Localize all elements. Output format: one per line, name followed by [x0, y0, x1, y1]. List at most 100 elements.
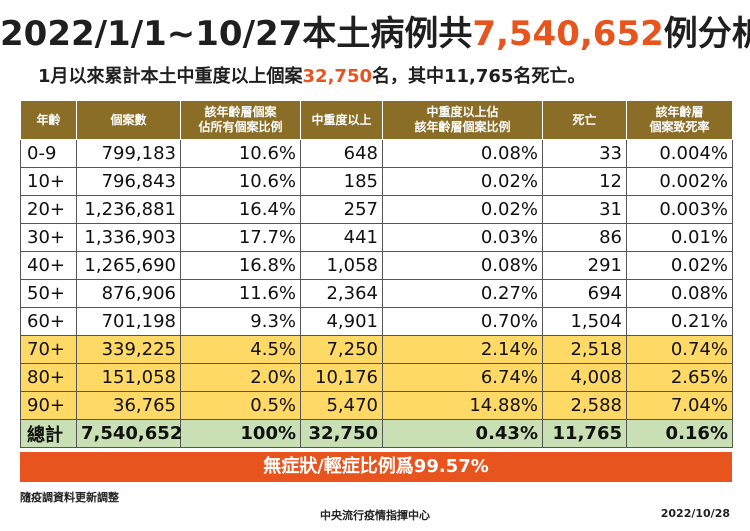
table-cell: 0.002%: [626, 167, 733, 196]
table-cell: 1,504: [542, 307, 627, 336]
table-cell: 185: [300, 167, 383, 196]
table-cell: 648: [300, 139, 383, 168]
org-name: 中央流行疫情指揮中心: [320, 509, 430, 522]
age-group-cell: 50+: [20, 279, 77, 308]
table-cell: 876,906: [76, 279, 181, 308]
table-cell: 16.4%: [180, 195, 301, 224]
column-header: 中重度以上: [300, 100, 383, 140]
table-cell: 0.16%: [626, 419, 733, 448]
total-row: 總計 7,540,652 100% 32,750 0.43% 11,765 0.16%: [20, 419, 733, 448]
table-cell: 100%: [180, 419, 301, 448]
table-cell: 0.02%: [626, 251, 733, 280]
table-row: 60+ 701,198 9.3% 4,901 0.70% 1,504 0.21%: [20, 307, 733, 336]
table-cell: 2,518: [542, 335, 627, 364]
table-cell: 0.01%: [626, 223, 733, 252]
table-cell: 1,236,881: [76, 195, 181, 224]
table-cell: 0.02%: [382, 167, 543, 196]
table-row: 20+ 1,236,881 16.4% 257 0.02% 31 0.003%: [20, 195, 733, 224]
page-title: 2022/1/1~10/27本土病例共7,540,652例分析: [0, 12, 750, 56]
table-cell: 17.7%: [180, 223, 301, 252]
table-cell: 7,250: [300, 335, 383, 364]
table-cell: 9.3%: [180, 307, 301, 336]
table-cell: 0.08%: [626, 279, 733, 308]
table-cell: 32,750: [300, 419, 383, 448]
table-cell: 0.74%: [626, 335, 733, 364]
table-cell: 2.0%: [180, 363, 301, 392]
table-cell: 291: [542, 251, 627, 280]
table-cell: 10,176: [300, 363, 383, 392]
table-cell: 0.004%: [626, 139, 733, 168]
table-cell: 11,765: [542, 419, 627, 448]
table-cell: 36,765: [76, 391, 181, 420]
table-cell: 1,336,903: [76, 223, 181, 252]
table-cell: 11.6%: [180, 279, 301, 308]
publish-date: 2022/10/28: [660, 507, 730, 520]
table-cell: 0.70%: [382, 307, 543, 336]
table-cell: 796,843: [76, 167, 181, 196]
table-body: 0-9 799,183 10.6% 648 0.08% 33 0.004% 10+ 796,84…: [20, 139, 733, 448]
table-cell: 2.14%: [382, 335, 543, 364]
column-header: 年齡: [20, 100, 77, 140]
table-cell: 14.88%: [382, 391, 543, 420]
column-header: 該年齡層個案 佔所有個案比例: [180, 100, 301, 140]
table-cell: 12: [542, 167, 627, 196]
table-cell: 1,265,690: [76, 251, 181, 280]
table-row: 70+ 339,225 4.5% 7,250 2.14% 2,518 0.74%: [20, 335, 733, 364]
age-group-cell: 80+: [20, 363, 77, 392]
table-cell: 0.03%: [382, 223, 543, 252]
age-group-cell: 0-9: [20, 139, 77, 168]
table-cell: 2,588: [542, 391, 627, 420]
table-cell: 701,198: [76, 307, 181, 336]
table-cell: 7,540,652: [76, 419, 182, 448]
age-group-cell: 30+: [20, 223, 77, 252]
table-cell: 694: [542, 279, 627, 308]
table-cell: 151,058: [76, 363, 181, 392]
title-highlight: 7,540,652: [472, 14, 664, 54]
table-row: 50+ 876,906 11.6% 2,364 0.27% 694 0.08%: [20, 279, 733, 308]
asymptomatic-banner: 無症狀/輕症比例爲99.57%: [20, 452, 732, 482]
table-row: 80+ 151,058 2.0% 10,176 6.74% 4,008 2.65%: [20, 363, 733, 392]
table-row: 10+ 796,843 10.6% 185 0.02% 12 0.002%: [20, 167, 733, 196]
age-case-table: 年齡 個案數 該年齡層個案 佔所有個案比例 中重度以上 中重度以上佔 該年齡層個案比例 死亡該…: [20, 100, 733, 448]
subtitle-suffix: 名，其中11,765名死亡。: [372, 66, 586, 87]
subtitle-prefix: 1月以來累計本土中重度以上個案: [38, 66, 303, 87]
table-cell: 2.65%: [626, 363, 733, 392]
table-cell: 0.27%: [382, 279, 543, 308]
table-cell: 4,008: [542, 363, 627, 392]
footnote: 隨疫調資料更新調整: [20, 491, 119, 504]
column-header: 該年齡層 個案致死率: [626, 100, 733, 140]
table-cell: 10.6%: [180, 139, 301, 168]
column-header: 中重度以上佔 該年齡層個案比例: [382, 100, 543, 140]
table-cell: 0.02%: [382, 195, 543, 224]
table-header: 年齡 個案數 該年齡層個案 佔所有個案比例 中重度以上 中重度以上佔 該年齡層個案比例 死亡該…: [20, 100, 733, 140]
table-cell: 33: [542, 139, 627, 168]
table-cell: 799,183: [76, 139, 181, 168]
table-cell: 5,470: [300, 391, 383, 420]
table-cell: 0.5%: [180, 391, 301, 420]
table-cell: 1,058: [300, 251, 383, 280]
age-group-cell: 70+: [20, 335, 77, 364]
title-prefix: 2022/1/1~10/27本土病例共: [0, 14, 473, 54]
table-cell: 86: [542, 223, 627, 252]
table-cell: 0.08%: [382, 139, 543, 168]
table-cell: 441: [300, 223, 383, 252]
table-row: 0-9 799,183 10.6% 648 0.08% 33 0.004%: [20, 139, 733, 168]
table-cell: 10.6%: [180, 167, 301, 196]
age-group-cell: 20+: [20, 195, 77, 224]
table-cell: 257: [300, 195, 383, 224]
table-cell: 16.8%: [180, 251, 301, 280]
age-group-cell: 10+: [20, 167, 77, 196]
age-group-cell: 40+: [20, 251, 77, 280]
table-cell: 0.003%: [626, 195, 733, 224]
header-row: 年齡 個案數 該年齡層個案 佔所有個案比例 中重度以上 中重度以上佔 該年齡層個案比例 死亡該…: [20, 100, 733, 140]
table-row: 30+ 1,336,903 17.7% 441 0.03% 86 0.01%: [20, 223, 733, 252]
subtitle-highlight: 32,750: [302, 66, 372, 87]
age-group-cell: 90+: [20, 391, 77, 420]
table-cell: 6.74%: [382, 363, 543, 392]
table-cell: 0.21%: [626, 307, 733, 336]
table-cell: 4,901: [300, 307, 383, 336]
table-cell: 7.04%: [626, 391, 733, 420]
page-subtitle: 1月以來累計本土中重度以上個案32,750名，其中11,765名死亡。: [38, 64, 585, 90]
table-row: 90+ 36,765 0.5% 5,470 14.88% 2,588 7.04%: [20, 391, 733, 420]
title-suffix: 例分析: [663, 14, 750, 54]
